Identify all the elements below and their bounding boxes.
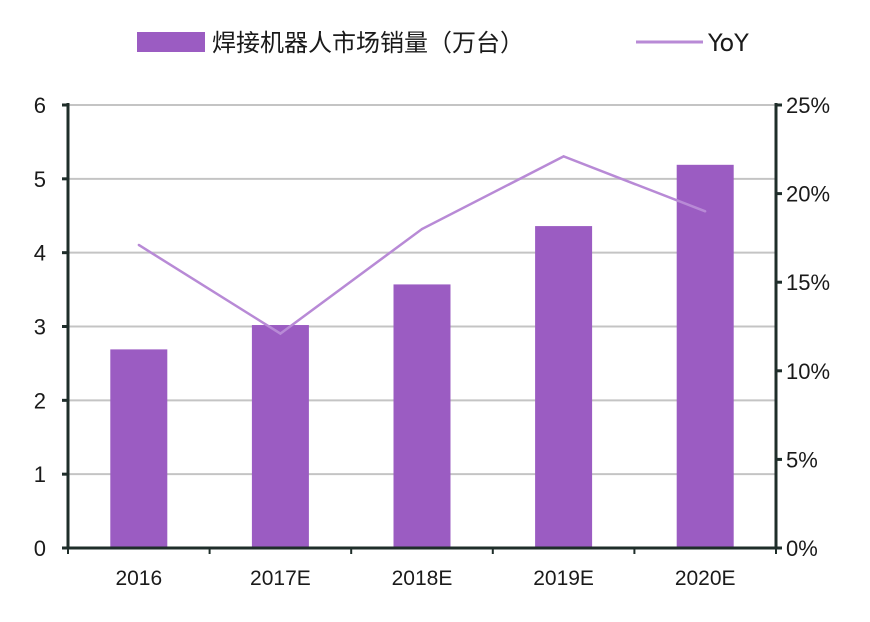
bar-2020E — [676, 164, 734, 548]
left-axis-tick-label: 0 — [34, 536, 46, 561]
yoy-point-2016 — [137, 243, 140, 247]
right-axis-tick-label: 15% — [786, 270, 830, 295]
legend-label-sales: 焊接机器人市场销量（万台） — [212, 29, 524, 57]
yoy-point-2017E — [279, 332, 282, 335]
yoy-point-2020E — [704, 210, 707, 213]
yoy-point-2018E — [420, 227, 424, 231]
left-axis-tick-label: 1 — [34, 462, 46, 487]
right-axis-tick-label: 25% — [786, 93, 830, 118]
left-axis-tick-label: 2 — [34, 388, 46, 413]
bar-2017E — [251, 325, 309, 548]
yoy-point-2019E — [562, 155, 565, 158]
right-axis-tick-label: 10% — [786, 359, 830, 384]
right-axis-tick-label: 20% — [786, 182, 830, 207]
left-axis-tick-label: 5 — [34, 167, 46, 192]
legend-label-yoy: YoY — [707, 29, 749, 57]
x-axis-tick-label: 2018E — [392, 567, 453, 590]
x-axis-tick-label: 2019E — [533, 567, 594, 590]
x-axis-tick-label: 2016 — [115, 567, 162, 590]
right-axis-tick-label: 5% — [786, 447, 818, 472]
bars — [110, 164, 734, 548]
yoy-line — [137, 155, 707, 336]
left-axis-tick-label: 3 — [34, 315, 46, 340]
bar-2016 — [110, 349, 168, 548]
left-axis-tick-label: 4 — [34, 241, 46, 266]
left-axis-tick-label: 6 — [34, 93, 46, 118]
bar-2019E — [535, 226, 593, 548]
x-axis-tick-label: 2017E — [250, 567, 311, 590]
axes: 0 1 2 3 4 5 6 0% 5% 10% 15% 20% 25% 2016 2017E 2018E 201… — [34, 93, 830, 590]
legend-swatch-sales — [137, 32, 205, 52]
legend: 焊接机器人市场销量（万台） YoY — [137, 29, 749, 57]
bar-2018E — [393, 284, 451, 548]
x-axis-tick-label: 2020E — [675, 567, 736, 590]
right-axis-tick-label: 0% — [786, 536, 818, 561]
